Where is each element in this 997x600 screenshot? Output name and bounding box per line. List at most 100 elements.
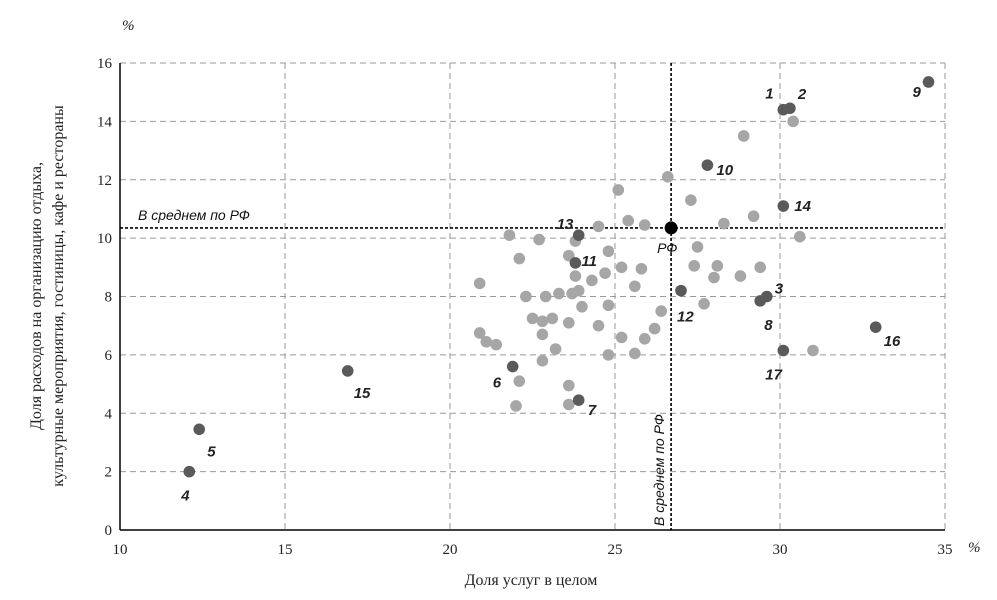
data-point-12 bbox=[503, 229, 516, 242]
data-point-45 bbox=[648, 322, 661, 335]
data-point-52 bbox=[549, 343, 562, 355]
data-point-42 bbox=[536, 315, 549, 328]
region-label-2: 2 bbox=[797, 86, 807, 103]
region-point-6 bbox=[506, 360, 519, 373]
data-point-43 bbox=[563, 316, 575, 329]
x-tick-label-25: 25 bbox=[608, 542, 623, 558]
data-point-36 bbox=[602, 299, 615, 312]
x-tick-label-10: 10 bbox=[113, 542, 128, 558]
region-point-5 bbox=[193, 423, 205, 436]
data-point-50 bbox=[615, 331, 628, 344]
y-tick-label-8: 8 bbox=[105, 290, 113, 306]
region-point-17 bbox=[777, 344, 790, 357]
region-point-7 bbox=[572, 394, 585, 406]
data-point-1 bbox=[662, 171, 674, 183]
data-point-41 bbox=[546, 312, 559, 325]
data-point-46 bbox=[473, 327, 486, 339]
x-tick-label-20: 20 bbox=[443, 542, 458, 558]
data-point-51 bbox=[638, 333, 651, 345]
data-point-18 bbox=[691, 241, 704, 253]
y-tick-label-0: 0 bbox=[105, 523, 113, 539]
y-tick-label-16: 16 bbox=[97, 56, 113, 72]
region-label-7: 7 bbox=[588, 402, 597, 419]
region-point-4 bbox=[183, 465, 196, 478]
region-label-16: 16 bbox=[884, 333, 901, 350]
region-label-14: 14 bbox=[794, 198, 811, 215]
data-point-27 bbox=[708, 271, 720, 284]
data-point-7 bbox=[718, 217, 730, 230]
region-point-15 bbox=[341, 365, 354, 377]
y-tick-label-2: 2 bbox=[105, 465, 113, 481]
data-point-8 bbox=[794, 230, 806, 243]
region-point-9 bbox=[922, 76, 935, 88]
region-label-9: 9 bbox=[913, 84, 922, 101]
data-point-2 bbox=[612, 184, 625, 196]
data-point-35 bbox=[539, 290, 552, 303]
region-point-2 bbox=[784, 102, 796, 115]
region-label-1: 1 bbox=[765, 86, 773, 103]
average-label-horizontal: В среднем по РФ bbox=[138, 207, 250, 223]
region-point-13 bbox=[572, 229, 585, 242]
data-point-60 bbox=[563, 398, 575, 411]
region-label-10: 10 bbox=[716, 162, 733, 179]
region-label-17: 17 bbox=[765, 366, 782, 383]
data-point-13 bbox=[533, 233, 545, 246]
region-label-8: 8 bbox=[764, 317, 773, 334]
data-point-25 bbox=[569, 270, 582, 282]
y-axis-title-line1: Доля расходов на организацию отдыха, bbox=[28, 162, 45, 430]
y-tick-label-10: 10 bbox=[97, 231, 112, 247]
data-point-38 bbox=[698, 297, 710, 310]
x-tick-label-30: 30 bbox=[773, 542, 788, 558]
y-tick-label-12: 12 bbox=[97, 173, 112, 189]
region-label-6: 6 bbox=[493, 375, 502, 392]
data-point-33 bbox=[566, 287, 578, 300]
data-point-49 bbox=[536, 328, 549, 341]
region-label-15: 15 bbox=[354, 385, 371, 402]
data-point-3 bbox=[685, 194, 697, 206]
data-point-4 bbox=[737, 130, 750, 142]
data-point-53 bbox=[602, 349, 615, 361]
data-point-22 bbox=[711, 260, 724, 272]
data-point-23 bbox=[754, 261, 766, 274]
x-tick-label-15: 15 bbox=[278, 542, 293, 558]
y-unit-label: % bbox=[122, 18, 135, 34]
y-tick-label-14: 14 bbox=[97, 114, 113, 130]
axes bbox=[119, 63, 945, 531]
region-point-10 bbox=[701, 159, 714, 171]
data-point-17 bbox=[602, 245, 615, 258]
data-point-24 bbox=[599, 267, 611, 279]
data-point-6 bbox=[747, 210, 760, 223]
y-tick-label-6: 6 bbox=[105, 348, 113, 364]
average-lines: В среднем по РФ В среднем по РФ bbox=[120, 63, 945, 530]
data-point-32 bbox=[553, 287, 565, 300]
data-point-54 bbox=[629, 347, 641, 360]
data-points bbox=[183, 76, 935, 478]
region-point-8 bbox=[754, 295, 766, 307]
data-point-29 bbox=[473, 277, 486, 290]
data-point-10 bbox=[592, 220, 605, 233]
data-point-20 bbox=[635, 262, 648, 275]
data-point-37 bbox=[576, 300, 588, 313]
data-point-34 bbox=[520, 290, 532, 303]
region-label-12: 12 bbox=[677, 309, 694, 326]
region-label-5: 5 bbox=[207, 443, 216, 460]
average-point bbox=[664, 221, 678, 235]
y-axis-title-line2: культурные мероприятия, гостиницы, кафе … bbox=[50, 105, 67, 487]
data-point-48 bbox=[490, 338, 503, 351]
data-point-28 bbox=[734, 270, 747, 282]
average-point-label: РФ bbox=[657, 240, 677, 256]
data-point-57 bbox=[513, 375, 526, 387]
data-point-9 bbox=[622, 214, 634, 227]
data-point-15 bbox=[513, 252, 526, 265]
x-unit-label: % bbox=[968, 540, 981, 556]
x-axis-title: Доля услуг в целом bbox=[465, 572, 598, 589]
data-point-19 bbox=[615, 261, 628, 274]
region-point-14 bbox=[777, 200, 790, 212]
data-point-5 bbox=[787, 115, 799, 128]
data-point-47 bbox=[480, 335, 493, 348]
data-point-58 bbox=[563, 379, 575, 392]
region-label-11: 11 bbox=[581, 253, 597, 270]
y-tick-label-4: 4 bbox=[105, 406, 113, 422]
